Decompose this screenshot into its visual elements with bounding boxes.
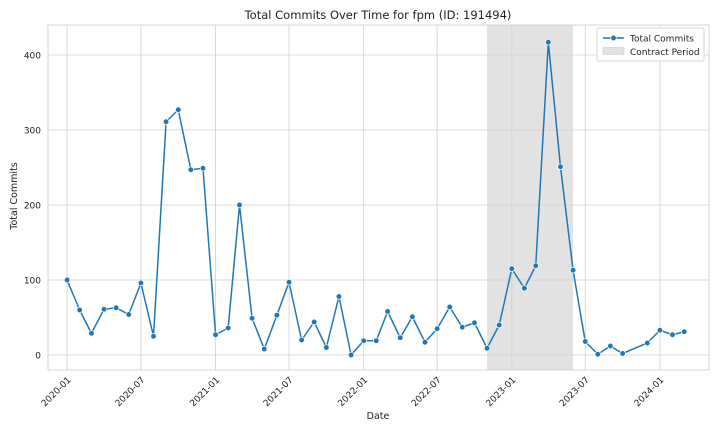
plot-frame: [47, 24, 710, 371]
data-point: [619, 350, 626, 357]
data-point: [397, 334, 404, 341]
data-point: [323, 344, 330, 351]
data-point: [569, 267, 577, 274]
data-point: [162, 118, 170, 125]
x-tick-label: 2020-07: [114, 375, 148, 409]
plot-background: [48, 25, 709, 370]
data-point: [373, 337, 380, 344]
data-point: [248, 315, 256, 322]
data-point: [63, 276, 71, 284]
data-point: [273, 312, 281, 319]
x-axis-label: Date: [367, 411, 390, 422]
y-tick-label: 400: [24, 51, 41, 61]
data-point: [88, 330, 95, 337]
data-point: [125, 311, 132, 318]
data-point: [113, 304, 120, 311]
data-point: [421, 339, 429, 346]
data-point: [335, 293, 343, 300]
x-tick-label: 2021-07: [262, 375, 296, 409]
data-point: [384, 308, 391, 315]
data-point: [311, 318, 318, 326]
data-point: [459, 324, 466, 331]
data-point: [347, 351, 355, 359]
legend-label-contract-period: Contract Period: [630, 48, 700, 58]
data-point: [582, 338, 589, 345]
legend-marker-swatch: [610, 34, 617, 42]
data-point: [433, 325, 441, 332]
x-tick-label: 2023-01: [485, 375, 519, 409]
data-point: [225, 324, 232, 332]
data-point: [199, 165, 207, 172]
x-tick-label: 2020-01: [40, 375, 74, 409]
x-tick-label: 2021-01: [188, 375, 222, 409]
chart-title: Total Commits Over Time for fpm (ID: 191…: [244, 8, 512, 22]
data-point: [532, 262, 539, 269]
data-point: [212, 331, 219, 338]
y-tick-label: 300: [24, 126, 41, 136]
data-point: [446, 303, 453, 311]
data-point: [681, 328, 688, 335]
data-point: [236, 201, 243, 209]
x-tick-label: 2023-07: [558, 375, 592, 409]
data-point: [298, 336, 305, 344]
data-point: [669, 331, 676, 338]
data-point: [656, 327, 664, 334]
data-point: [557, 163, 564, 170]
data-point: [285, 279, 293, 286]
data-point: [483, 345, 491, 352]
legend-label-series: Total Commits: [629, 34, 694, 44]
data-point: [521, 285, 528, 292]
data-point: [76, 306, 83, 314]
legend-patch-swatch: [602, 47, 625, 55]
data-point: [496, 321, 503, 329]
data-point: [607, 342, 614, 350]
data-point: [261, 345, 268, 353]
legend: Total Commits Contract Period: [596, 27, 705, 62]
y-tick-label: 0: [35, 351, 41, 361]
x-tick-label: 2022-01: [337, 375, 371, 409]
y-tick-label: 200: [24, 201, 41, 211]
data-point: [545, 39, 552, 46]
x-tick-label: 2024-01: [633, 375, 667, 409]
data-point: [360, 337, 367, 344]
plot-area: 0 100 200 300 400 2020-01 2020-07 2021-01 2021-0…: [24, 24, 710, 409]
data-point: [150, 333, 157, 340]
y-tick-label: 100: [24, 276, 41, 286]
y-axis-label: Total Commits: [9, 162, 20, 231]
data-point: [137, 279, 145, 287]
data-point: [100, 306, 108, 313]
contract-period-band: [487, 25, 574, 370]
data-point: [175, 106, 182, 113]
data-point: [508, 265, 515, 272]
data-point: [594, 351, 601, 358]
data-point: [187, 166, 194, 173]
data-point: [409, 313, 416, 320]
data-point: [471, 319, 478, 326]
data-point: [644, 339, 651, 347]
x-tick-label: 2022-07: [410, 375, 444, 409]
